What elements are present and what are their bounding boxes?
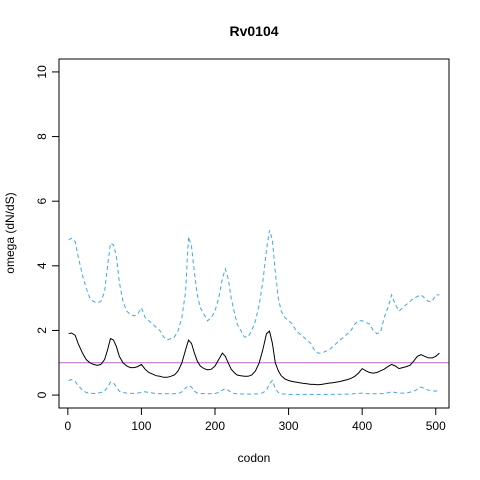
x-tick-label: 100: [131, 419, 151, 433]
plot-frame: [58, 58, 450, 409]
y-tick-label: 0: [35, 391, 49, 398]
y-tick-label: 4: [35, 262, 49, 269]
series-layer: [59, 230, 449, 395]
series-estimate: [68, 330, 440, 386]
x-tick-label: 400: [352, 419, 372, 433]
series-lower-bound: [68, 379, 440, 395]
y-tick-label: 2: [35, 327, 49, 334]
x-axis: 0 100 200 300 400 500: [64, 407, 446, 433]
series-upper-bound: [68, 230, 440, 354]
x-tick-label: 300: [279, 419, 299, 433]
y-axis-label: omega (dN/dS): [3, 192, 17, 273]
y-axis: 0 2 4 6 8 10: [35, 65, 60, 398]
y-tick-label: 10: [35, 65, 49, 79]
x-tick-label: 500: [426, 419, 446, 433]
chart-title: Rv0104: [229, 23, 278, 39]
x-axis-label: codon: [238, 451, 271, 465]
x-tick-label: 200: [205, 419, 225, 433]
y-tick-label: 8: [35, 133, 49, 140]
plot-region: [59, 230, 449, 395]
y-tick-label: 6: [35, 198, 49, 205]
x-tick-label: 0: [64, 419, 71, 433]
